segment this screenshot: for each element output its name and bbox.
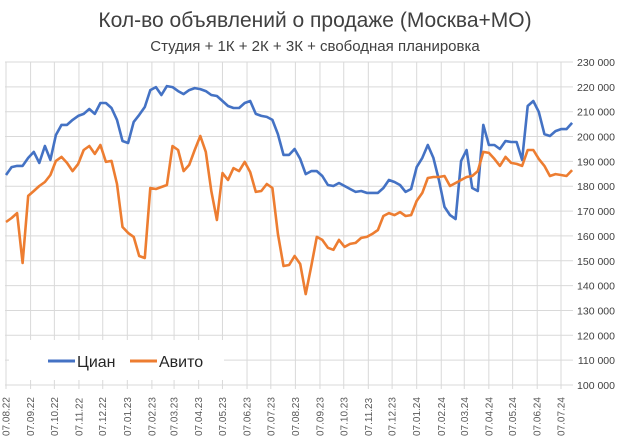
x-tick-label: 07.12.23 (388, 397, 399, 436)
legend-label-cian: Циан (77, 354, 116, 371)
chart-subtitle: Студия + 1К + 2К + 3К + свободная планир… (150, 38, 480, 55)
x-tick-label: 07.05.23 (218, 397, 229, 436)
y-tick-label: 150 000 (577, 256, 615, 268)
gridlines (5, 61, 573, 389)
y-tick-label: 100 000 (577, 380, 615, 392)
y-tick-label: 110 000 (578, 355, 615, 367)
y-tick-label: 170 000 (577, 206, 615, 218)
y-tick-label: 130 000 (577, 305, 615, 317)
x-tick-label: 07.03.23 (170, 397, 181, 436)
x-tick-label: 07.03.24 (460, 397, 471, 436)
x-tick-label: 07.09.22 (26, 397, 37, 436)
y-axis: 100 000 110 000 120 000 130 000 140 000 150 0… (577, 57, 615, 392)
legend: Циан Авито (9, 340, 224, 380)
y-tick-label: 220 000 (577, 82, 615, 94)
series-line-avito (5, 134, 574, 296)
y-tick-label: 230 000 (577, 57, 615, 69)
y-tick-label: 200 000 (577, 132, 615, 144)
y-tick-label: 180 000 (577, 181, 615, 193)
x-tick-label: 07.11.23 (364, 397, 375, 436)
series-lines (4, 84, 574, 296)
x-tick-label: 07.05.24 (508, 397, 519, 436)
x-tick-label: 07.02.23 (147, 397, 158, 436)
x-tick-label: 07.01.24 (412, 397, 423, 436)
legend-label-avito: Авито (159, 354, 203, 371)
y-tick-label: 140 000 (577, 281, 615, 293)
x-tick-label: 07.08.22 (2, 397, 13, 436)
series-line-cian (4, 84, 574, 221)
x-tick-label: 07.01.23 (123, 397, 134, 436)
x-tick-label: 07.07.24 (557, 397, 568, 436)
x-tick-label: 07.02.24 (437, 397, 448, 436)
x-tick-label: 07.10.22 (50, 397, 61, 436)
x-tick-label: 07.07.23 (266, 397, 277, 436)
x-tick-label: 07.04.23 (194, 397, 205, 436)
x-tick-label: 07.11.22 (74, 397, 85, 436)
chart-title: Кол-во объявлений о продаже (Москва+МО) (98, 9, 531, 32)
x-tick-label: 07.04.24 (484, 397, 495, 436)
x-tick-label: 07.09.23 (315, 397, 326, 436)
x-axis: 07.08.22 07.09.22 07.10.22 07.11.22 07.12.22… (2, 397, 568, 436)
y-tick-label: 160 000 (577, 231, 615, 243)
x-tick-label: 07.06.24 (533, 397, 544, 436)
y-tick-label: 120 000 (577, 330, 615, 342)
legend-background (9, 340, 224, 380)
x-tick-label: 07.10.23 (339, 397, 350, 436)
x-tick-label: 07.12.22 (98, 397, 109, 436)
x-tick-label: 07.08.23 (291, 397, 302, 436)
x-tick-label: 07.06.23 (243, 397, 254, 436)
y-tick-label: 210 000 (577, 107, 615, 119)
y-tick-label: 190 000 (577, 156, 615, 168)
